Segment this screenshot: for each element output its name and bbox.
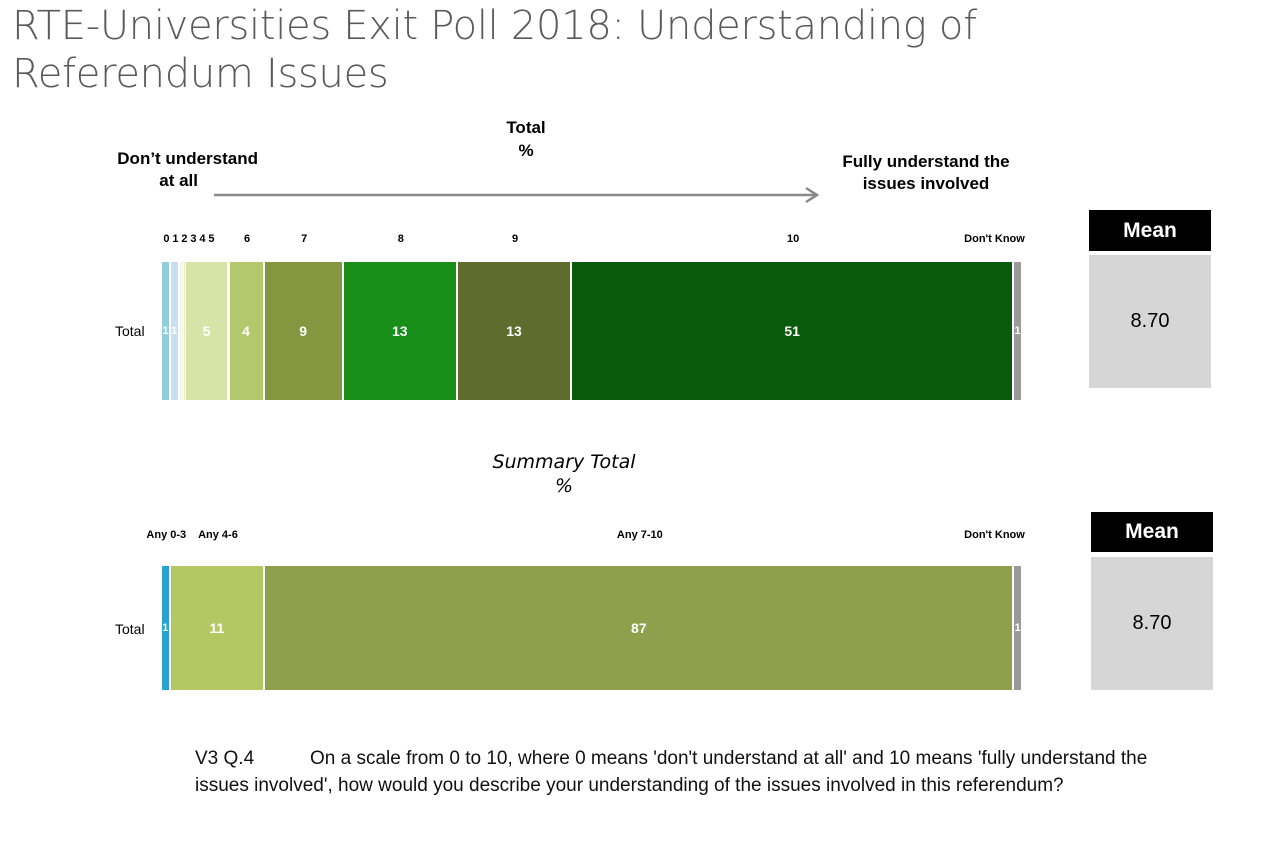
top-segment-9: 13 (457, 262, 573, 400)
bottom-category-label-don-t-know: Don't Know (964, 529, 1025, 541)
top-category-label-5: 5 (208, 233, 215, 245)
bottom-stacked-bar: 1 11 87 1 (162, 566, 1023, 690)
top-category-label-1: 1 (172, 233, 179, 245)
top-segment-7: 9 (264, 262, 344, 400)
top-segment-don-t-know: 1 (1014, 262, 1023, 400)
top-category-label-8: 8 (397, 233, 404, 245)
bottom-value-label-any-4-6: 11 (209, 620, 225, 636)
top-segment-5: 5 (185, 262, 230, 400)
top-segment-4 (183, 262, 186, 400)
top-category-label-9: 9 (511, 233, 519, 245)
top-heading-line2: % (518, 141, 534, 160)
scale-right-label: Fully understand the issues involved (806, 151, 1046, 195)
top-category-label-don-t-know: Don't Know (964, 233, 1025, 245)
top-value-label-1: 1 (171, 325, 178, 337)
top-value-label-don-t-know: 1 (1014, 325, 1021, 337)
top-value-label-7: 9 (299, 323, 308, 339)
page-title: RTE-Universities Exit Poll 2018: Underst… (12, 3, 977, 97)
scale-left-label-line2: at all (159, 171, 198, 190)
top-segment-2 (179, 262, 182, 400)
top-value-label-8: 13 (392, 323, 408, 339)
scale-right-label-line2: issues involved (862, 174, 990, 193)
scale-arrow (214, 186, 820, 204)
top-segment-3 (181, 262, 184, 400)
bottom-row-label: Total (115, 621, 145, 637)
bottom-segment-don-t-know: 1 (1014, 566, 1023, 690)
top-row-label: Total (115, 323, 145, 339)
scale-right-label-line1: Fully understand the (842, 152, 1010, 171)
top-mean-value: 8.70 (1089, 255, 1211, 388)
bottom-category-label-any-7-10: Any 7-10 (616, 529, 663, 541)
top-value-label-10: 51 (784, 323, 800, 339)
bottom-mean-value: 8.70 (1091, 557, 1213, 690)
top-segment-8: 13 (343, 262, 458, 400)
question-text: On a scale from 0 to 10, where 0 means '… (195, 748, 1148, 796)
top-segment-10: 51 (572, 262, 1015, 400)
top-stacked-bar: 1 1 5 4 9 13 13 51 1 (162, 262, 1023, 400)
top-value-label-6: 4 (242, 323, 250, 339)
bottom-heading-line2: % (554, 475, 574, 497)
top-segment-0: 1 (162, 262, 171, 400)
top-category-label-0: 0 (163, 233, 170, 245)
top-category-label-3: 3 (190, 233, 197, 245)
top-value-label-5: 5 (202, 323, 211, 339)
bottom-value-label-any-7-10: 87 (631, 620, 647, 636)
scale-left-label: Don’t understand at all (60, 148, 258, 192)
bottom-value-label-any-0-3: 1 (162, 622, 169, 634)
bottom-segment-any-7-10: 87 (265, 566, 1015, 690)
bottom-value-label-don-t-know: 1 (1014, 622, 1021, 634)
bottom-category-labels: Any 0-3 Any 4-6 Any 7-10 Don't Know (146, 529, 1025, 545)
bottom-mean-header: Mean (1091, 512, 1213, 552)
bottom-segment-any-4-6: 11 (170, 566, 266, 690)
top-segment-6: 4 (229, 262, 265, 400)
top-value-label-0: 1 (162, 325, 169, 337)
top-category-label-4: 4 (199, 233, 206, 245)
top-mean-header: Mean (1089, 210, 1211, 251)
top-category-label-10: 10 (787, 233, 800, 245)
top-heading-line1: Total (506, 118, 546, 137)
top-category-label-6: 6 (244, 233, 251, 245)
bottom-category-label-any-4-6: Any 4-6 (198, 529, 238, 541)
top-segment-1: 1 (170, 262, 180, 400)
top-chart-heading: Total % (426, 116, 626, 162)
top-category-label-7: 7 (301, 233, 308, 245)
question-code: V3 Q.4 (195, 748, 255, 769)
scale-left-label-line1: Don’t understand (117, 149, 258, 168)
bottom-chart-heading: Summary Total % (464, 450, 664, 498)
bottom-category-label-any-0-3: Any 0-3 (146, 529, 187, 541)
bottom-heading-line1: Summary Total (492, 451, 636, 473)
top-category-labels: 0 1 2 3 4 5 6 7 8 9 10 Don't Know (162, 233, 1025, 249)
top-value-label-9: 13 (506, 323, 522, 339)
question-footnote: V3 Q.4 On a scale from 0 to 10, where 0 m… (195, 745, 1155, 799)
top-category-label-2: 2 (181, 233, 188, 245)
bottom-segment-any-0-3: 1 (162, 566, 171, 690)
